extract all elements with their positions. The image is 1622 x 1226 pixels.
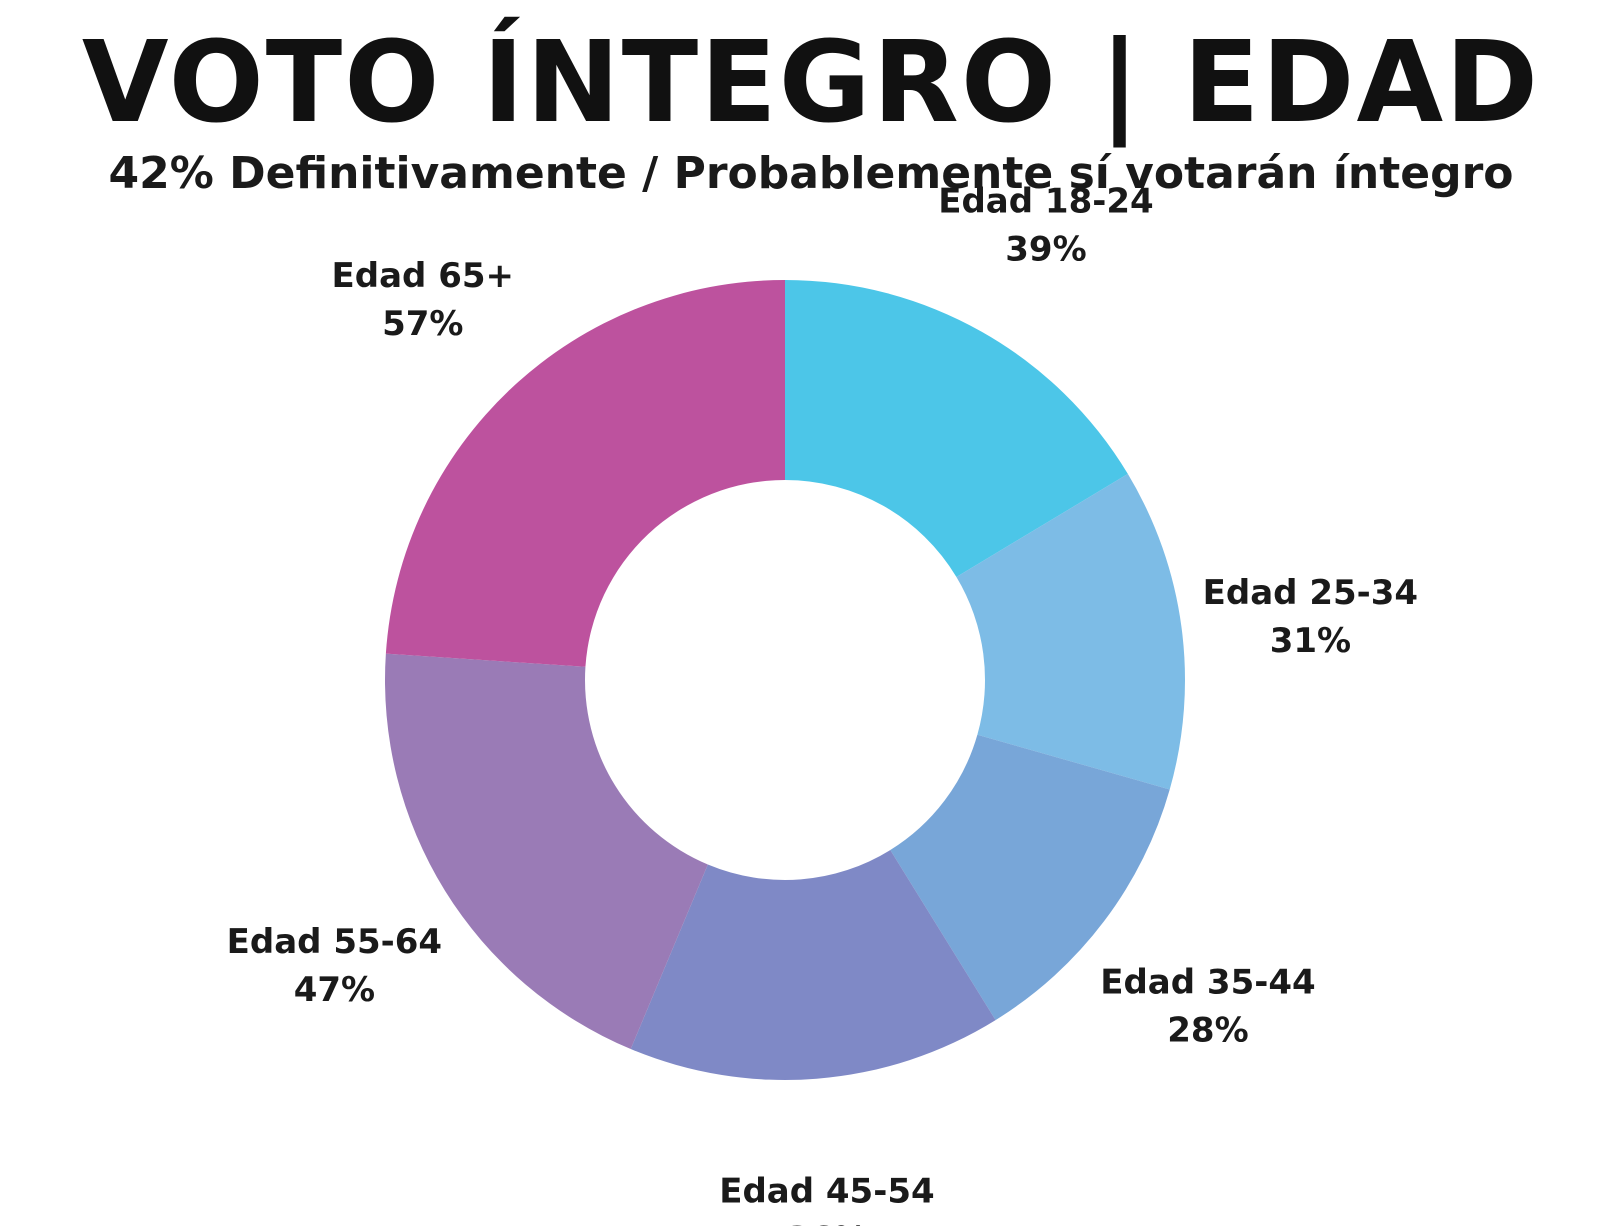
slice-label: Edad 35-44 xyxy=(1100,962,1315,1002)
page-subtitle: 42% Definitivamente / Probablemente sí v… xyxy=(108,148,1514,199)
slice-value-label: 47% xyxy=(294,970,375,1010)
slice-value-label: 57% xyxy=(382,304,463,344)
donut-slice-edad-45-54 xyxy=(630,850,996,1080)
slice-label: Edad 25-34 xyxy=(1203,573,1418,613)
page-title: VOTO ÍNTEGRO | EDAD xyxy=(81,18,1541,148)
donut-slice-edad-35-44 xyxy=(890,734,1170,1021)
slice-label: Edad 55-64 xyxy=(227,922,442,962)
slice-value-label: 31% xyxy=(1270,621,1351,661)
slice-value-label: 36% xyxy=(786,1219,867,1226)
donut-slice-edad-25-34 xyxy=(956,473,1185,790)
slice-labels: Edad 18-24 39% Edad 25-34 31% Edad 35-44 28% E… xyxy=(227,182,1418,1226)
donut-slice-edad-65- xyxy=(385,280,785,667)
slice-label: Edad 65+ xyxy=(332,256,514,296)
slice-label: Edad 18-24 xyxy=(938,182,1153,222)
donut-slice-edad-18-24 xyxy=(785,280,1128,577)
slice-label: Edad 45-54 xyxy=(719,1171,934,1211)
slice-value-label: 39% xyxy=(1005,230,1086,270)
donut-slices xyxy=(385,280,1185,1080)
slice-value-label: 28% xyxy=(1167,1010,1248,1050)
donut-slice-edad-55-64 xyxy=(385,653,708,1050)
